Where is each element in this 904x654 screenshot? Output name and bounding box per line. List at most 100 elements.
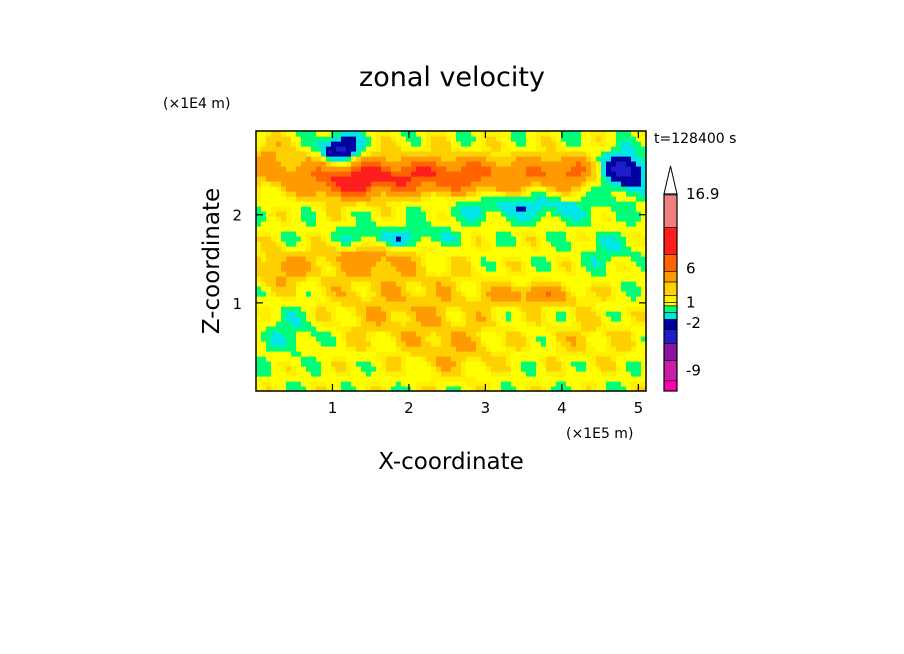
y-tick-label: 1 [232, 295, 242, 313]
heatmap-cell [481, 151, 487, 157]
heatmap-cell [476, 331, 482, 337]
heatmap-cell [366, 211, 372, 217]
heatmap-cell [406, 236, 412, 242]
heatmap-cell [346, 251, 352, 257]
heatmap-cell [446, 376, 452, 382]
heatmap-cell [631, 216, 637, 222]
heatmap-cell [416, 341, 422, 347]
heatmap-cell [576, 231, 582, 237]
heatmap-cell [466, 236, 472, 242]
heatmap-cell [436, 251, 442, 257]
heatmap-cell [441, 386, 447, 392]
heatmap-cell [391, 181, 397, 187]
heatmap-cell [336, 206, 342, 212]
heatmap-cell [596, 321, 602, 327]
heatmap-cell [521, 196, 527, 202]
heatmap-cell [271, 246, 277, 252]
heatmap-cell [526, 356, 532, 362]
heatmap-cell [621, 386, 627, 392]
heatmap-cell [366, 366, 372, 372]
heatmap-cell [296, 286, 302, 292]
heatmap-cell [591, 341, 597, 347]
heatmap-cell [566, 221, 572, 227]
heatmap-cell [491, 286, 497, 292]
heatmap-cell [526, 361, 532, 367]
heatmap-cell [581, 241, 587, 247]
heatmap-cell [341, 206, 347, 212]
heatmap-cell [306, 251, 312, 257]
heatmap-cell [536, 161, 542, 167]
heatmap-cell [596, 291, 602, 297]
heatmap-cell [261, 271, 267, 277]
heatmap-cell [596, 196, 602, 202]
heatmap-cell [456, 266, 462, 272]
heatmap-cell [586, 151, 592, 157]
heatmap-cell [326, 351, 332, 357]
heatmap-cell [591, 346, 597, 352]
y-tick-label: 2 [232, 207, 242, 225]
heatmap-cell [391, 276, 397, 282]
heatmap-cell [396, 356, 402, 362]
heatmap-cell [606, 131, 612, 137]
heatmap-cell [511, 261, 517, 267]
heatmap-cell [491, 216, 497, 222]
heatmap-cell [386, 316, 392, 322]
heatmap-cell [556, 241, 562, 247]
heatmap-cell [276, 276, 282, 282]
heatmap-cell [586, 176, 592, 182]
heatmap-cell [376, 256, 382, 262]
heatmap-cell [606, 271, 612, 277]
heatmap-cell [466, 311, 472, 317]
heatmap-cell [336, 246, 342, 252]
heatmap-cell [276, 306, 282, 312]
heatmap-cell [566, 291, 572, 297]
heatmap-cell [501, 166, 507, 172]
heatmap-cell [626, 376, 632, 382]
heatmap-cell [531, 166, 537, 172]
heatmap-cell [631, 376, 637, 382]
heatmap-cell [461, 256, 467, 262]
heatmap-cell [631, 161, 637, 167]
heatmap-cell [556, 281, 562, 287]
heatmap-cell [406, 341, 412, 347]
heatmap-cell [361, 371, 367, 377]
heatmap-cell [596, 301, 602, 307]
heatmap-cell [466, 326, 472, 332]
heatmap-cell [366, 156, 372, 162]
heatmap-cell [411, 236, 417, 242]
heatmap-cell [361, 131, 367, 137]
heatmap-cell [306, 241, 312, 247]
heatmap-cell [396, 266, 402, 272]
heatmap-cell [516, 281, 522, 287]
heatmap-cell [291, 206, 297, 212]
heatmap-cell [386, 191, 392, 197]
heatmap-cell [441, 276, 447, 282]
heatmap-cell [506, 276, 512, 282]
heatmap-cell [511, 251, 517, 257]
heatmap-cell [306, 231, 312, 237]
heatmap-cell [531, 291, 537, 297]
heatmap-cell [386, 166, 392, 172]
heatmap-cell [601, 231, 607, 237]
heatmap-cell [296, 236, 302, 242]
heatmap-cell [601, 356, 607, 362]
heatmap-cell [491, 261, 497, 267]
heatmap-cell [286, 351, 292, 357]
heatmap-cell [356, 351, 362, 357]
heatmap-cell [621, 276, 627, 282]
heatmap-cell [351, 271, 357, 277]
heatmap-cell [586, 381, 592, 387]
heatmap-cell [331, 176, 337, 182]
heatmap-cell [376, 296, 382, 302]
heatmap-cell [361, 196, 367, 202]
heatmap-cell [271, 161, 277, 167]
heatmap-cell [506, 181, 512, 187]
heatmap-cell [586, 366, 592, 372]
heatmap-cell [391, 231, 397, 237]
heatmap-cell [641, 276, 647, 282]
heatmap-cell [356, 171, 362, 177]
heatmap-cell [496, 376, 502, 382]
heatmap-cell [281, 366, 287, 372]
heatmap-cell [506, 291, 512, 297]
heatmap-cell [606, 296, 612, 302]
